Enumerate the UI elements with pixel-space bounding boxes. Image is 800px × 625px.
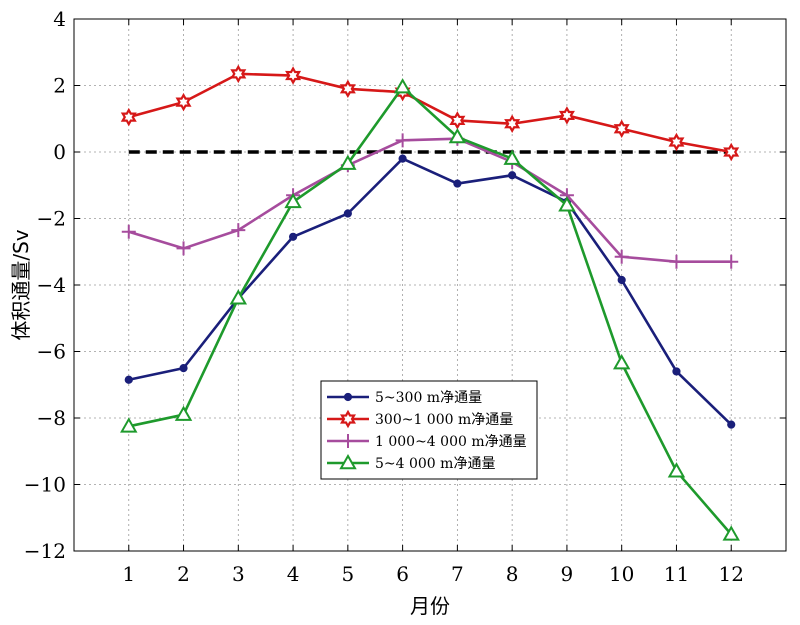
data-point bbox=[727, 420, 736, 429]
data-point bbox=[343, 209, 352, 218]
x-tick-label: 8 bbox=[506, 562, 519, 586]
data-point bbox=[558, 196, 576, 212]
data-point bbox=[120, 107, 137, 127]
x-tick-label: 6 bbox=[396, 562, 409, 586]
y-tick-label: −8 bbox=[37, 406, 66, 430]
y-tick-label: 2 bbox=[53, 74, 66, 98]
data-point bbox=[723, 142, 740, 162]
legend-marker bbox=[343, 392, 353, 402]
y-tick-label: −2 bbox=[37, 207, 66, 231]
y-tick-label: −10 bbox=[24, 473, 66, 497]
data-point bbox=[339, 154, 357, 170]
data-point bbox=[453, 179, 462, 188]
y-tick-label: −4 bbox=[37, 273, 66, 297]
data-point bbox=[175, 92, 192, 112]
series-line bbox=[128, 85, 733, 536]
legend-label: 300~1 000 m净通量 bbox=[375, 412, 513, 428]
data-point bbox=[503, 149, 521, 165]
data-point bbox=[722, 525, 740, 541]
data-point bbox=[120, 417, 138, 433]
data-point bbox=[179, 364, 188, 373]
data-point bbox=[667, 462, 686, 478]
legend-label: 5~4 000 m净通量 bbox=[375, 456, 495, 472]
x-tick-label: 9 bbox=[561, 562, 574, 586]
legend-marker bbox=[341, 434, 355, 448]
data-point bbox=[613, 119, 630, 138]
x-axis-label: 月份 bbox=[410, 594, 450, 618]
data-point bbox=[284, 192, 302, 209]
data-point bbox=[176, 241, 191, 256]
series-2 bbox=[120, 64, 740, 162]
series-1 bbox=[124, 154, 736, 429]
legend-entry: 5~4 000 m净通量 bbox=[327, 453, 495, 472]
data-point bbox=[124, 375, 133, 384]
data-point bbox=[398, 154, 407, 163]
y-tick-label: −12 bbox=[24, 539, 66, 563]
x-tick-label: 11 bbox=[664, 562, 689, 586]
legend: 5~300 m净通量 300~1 000 m净通量 1 000~4 000 m净通量… bbox=[320, 380, 538, 480]
x-tick-label: 10 bbox=[609, 562, 634, 586]
data-point bbox=[614, 249, 629, 264]
y-tick-label: −6 bbox=[37, 340, 66, 364]
y-axis-label: 体积通量/Sv bbox=[9, 229, 33, 340]
x-tick-label: 3 bbox=[232, 562, 245, 586]
x-tick-label: 1 bbox=[122, 562, 135, 586]
x-tick-label: 5 bbox=[341, 562, 354, 586]
series-line bbox=[128, 157, 733, 426]
data-point bbox=[229, 289, 248, 305]
legend-entry: 5~300 m净通量 bbox=[327, 390, 482, 406]
data-point bbox=[395, 133, 410, 148]
x-tick-label: 4 bbox=[287, 562, 300, 586]
data-point bbox=[672, 367, 681, 376]
y-tick-label: 4 bbox=[53, 7, 66, 31]
series-line bbox=[128, 137, 732, 264]
data-point bbox=[724, 254, 739, 269]
data-point bbox=[448, 128, 467, 144]
legend-marker bbox=[339, 453, 357, 470]
data-point bbox=[508, 171, 517, 180]
legend-label: 5~300 m净通量 bbox=[375, 390, 482, 406]
data-point bbox=[612, 354, 631, 370]
data-point bbox=[339, 79, 356, 99]
x-tick-label: 2 bbox=[177, 562, 190, 586]
series-line bbox=[128, 72, 732, 154]
data-point bbox=[174, 405, 193, 421]
x-tick-label: 12 bbox=[719, 562, 744, 586]
y-tick-label: 0 bbox=[53, 140, 66, 164]
data-point bbox=[669, 254, 684, 269]
data-point bbox=[285, 66, 302, 85]
legend-entry: 300~1 000 m净通量 bbox=[327, 409, 513, 429]
data-point bbox=[449, 111, 466, 130]
data-point bbox=[230, 64, 247, 84]
data-point bbox=[504, 114, 521, 133]
x-tick-label: 7 bbox=[451, 562, 464, 586]
grid bbox=[74, 19, 786, 551]
legend-entry: 1 000~4 000 m净通量 bbox=[327, 434, 527, 450]
data-point bbox=[668, 132, 685, 152]
legend-marker bbox=[340, 409, 356, 429]
axis-ticks bbox=[74, 18, 786, 552]
series-4 bbox=[120, 78, 740, 541]
data-point bbox=[393, 78, 412, 94]
data-point bbox=[288, 232, 298, 241]
data-point bbox=[558, 106, 575, 125]
series-group bbox=[120, 64, 740, 541]
data-point bbox=[231, 223, 246, 238]
data-point bbox=[121, 224, 136, 239]
legend-label: 1 000~4 000 m净通量 bbox=[375, 434, 527, 450]
data-point bbox=[617, 275, 626, 285]
